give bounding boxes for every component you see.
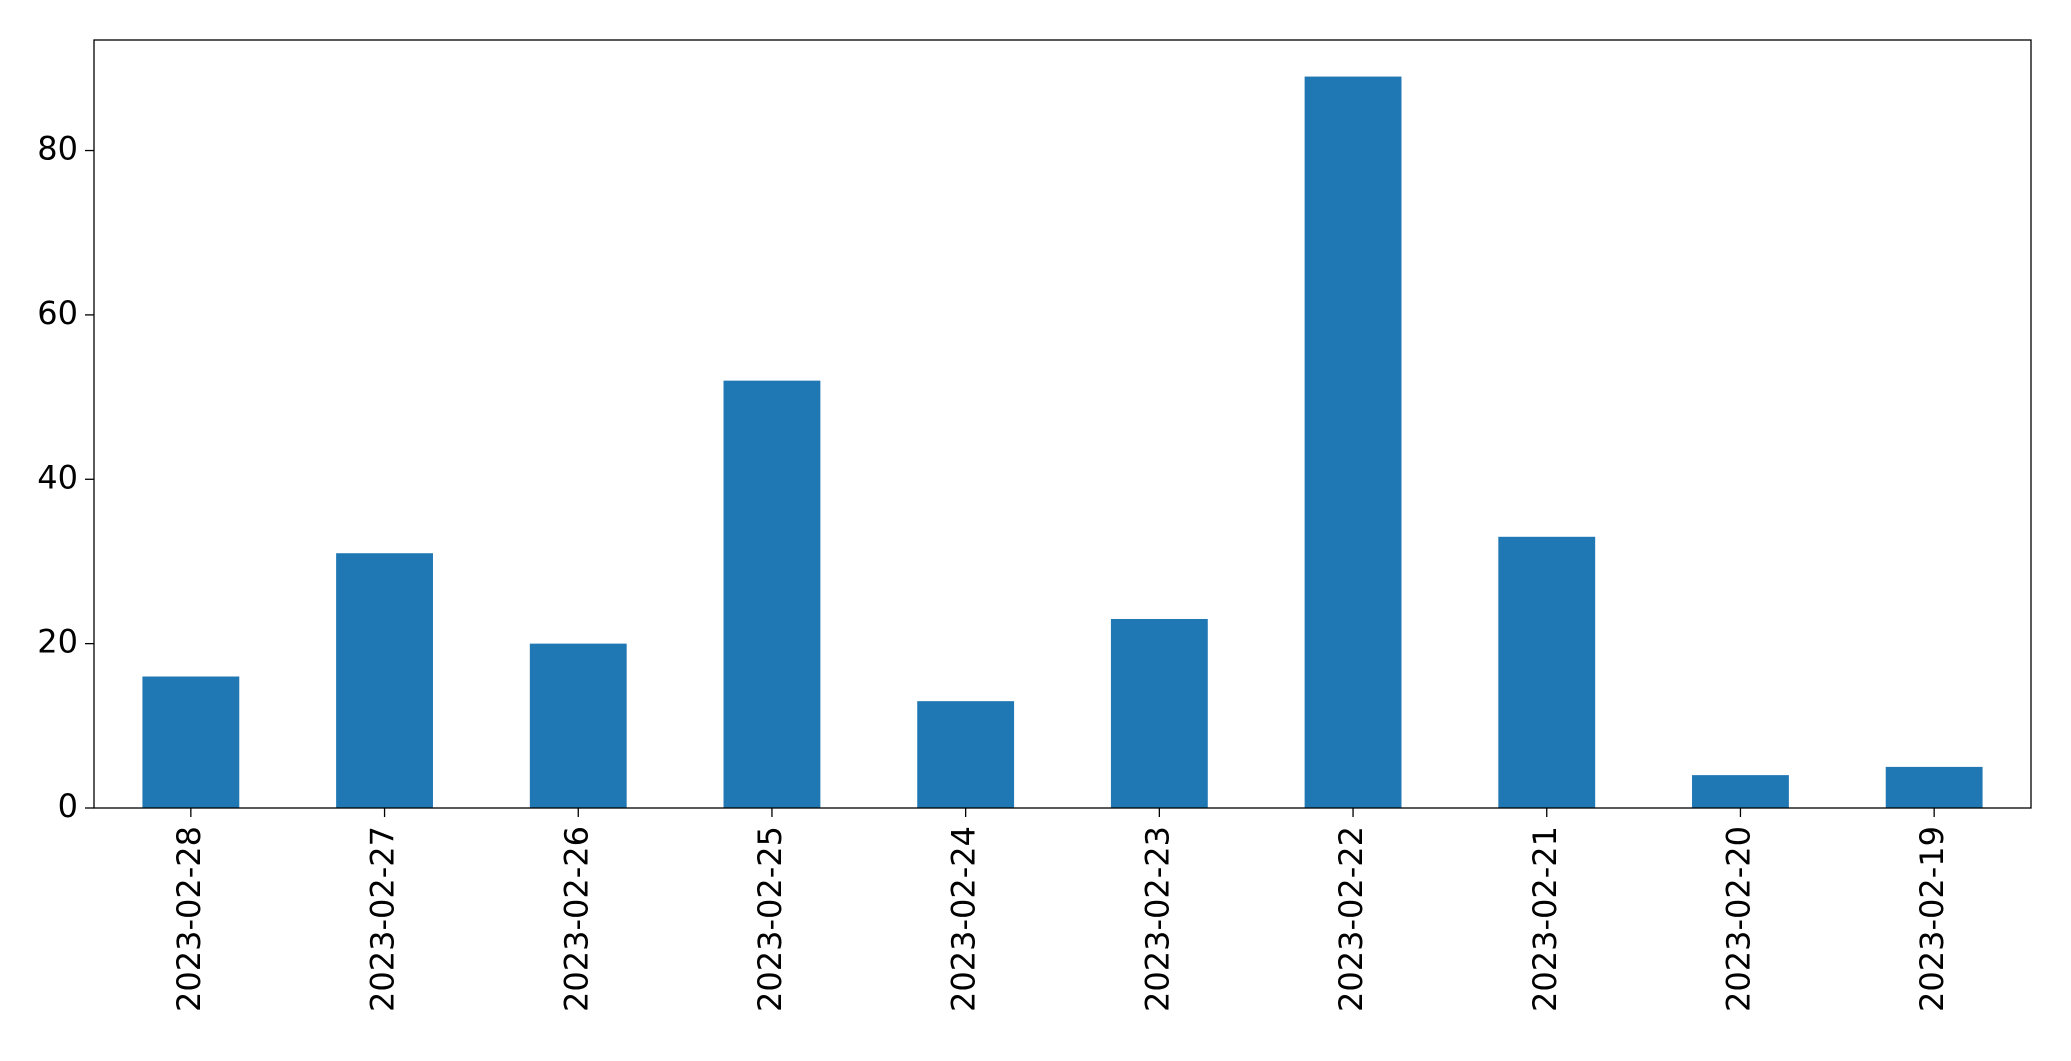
y-tick-label: 80 xyxy=(37,130,78,168)
x-tick-label: 2023-02-21 xyxy=(1526,826,1564,1012)
x-tick-label: 2023-02-26 xyxy=(557,826,595,1012)
bar xyxy=(723,380,821,808)
x-tick-label: 2023-02-19 xyxy=(1913,826,1951,1012)
x-tick-label: 2023-02-22 xyxy=(1332,826,1370,1012)
bar xyxy=(1110,618,1208,808)
bar xyxy=(1498,536,1596,808)
bar xyxy=(917,701,1015,808)
y-tick-label: 0 xyxy=(58,787,78,825)
bar xyxy=(142,676,240,808)
x-tick-label: 2023-02-28 xyxy=(170,826,208,1012)
bar xyxy=(529,643,627,808)
x-tick-label: 2023-02-23 xyxy=(1138,826,1176,1012)
y-tick-label: 40 xyxy=(37,458,78,496)
bar xyxy=(1304,76,1402,809)
x-tick-label: 2023-02-24 xyxy=(945,826,983,1012)
y-tick-label: 60 xyxy=(37,294,78,332)
bar xyxy=(1692,775,1789,808)
bar xyxy=(336,553,433,808)
x-tick-label: 2023-02-27 xyxy=(364,826,402,1012)
x-tick-label: 2023-02-25 xyxy=(751,826,789,1012)
plot-frame xyxy=(93,39,2032,809)
x-tick-label: 2023-02-20 xyxy=(1719,826,1757,1012)
y-tick-label: 20 xyxy=(37,623,78,661)
bar xyxy=(1885,766,1983,808)
